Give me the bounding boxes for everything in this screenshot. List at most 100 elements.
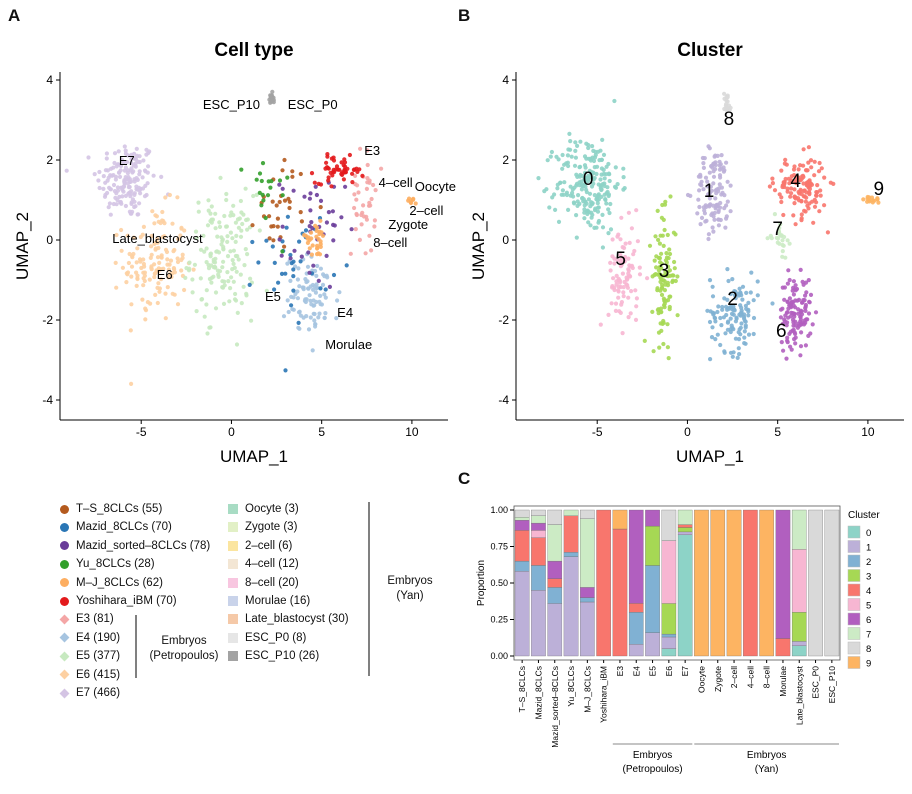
point-0 — [577, 165, 582, 170]
point-E6 — [153, 292, 158, 297]
point-Yoshihara_iBM — [329, 156, 334, 161]
point-2 — [746, 309, 751, 314]
bar-segment-9 — [710, 509, 726, 657]
point-3 — [659, 251, 664, 256]
point-E5 — [225, 234, 230, 239]
point-E7 — [115, 185, 120, 190]
point-2 — [732, 289, 737, 294]
legend-swatch — [228, 577, 238, 588]
point-Mazid_sorted–8CLCs — [291, 188, 296, 193]
point-E7 — [129, 156, 134, 161]
point-E5 — [202, 249, 207, 254]
point-3 — [657, 345, 662, 350]
point-0 — [562, 180, 567, 185]
point-T–S_8CLCs — [270, 199, 275, 204]
point-0 — [595, 201, 600, 206]
bar-segment-0 — [791, 645, 807, 657]
point-Mazid_sorted–8CLCs — [277, 237, 282, 242]
point-E5 — [231, 213, 236, 218]
legend-label: E5 (377) — [76, 650, 121, 663]
legend-swatch — [60, 578, 69, 588]
point-0 — [585, 211, 590, 217]
point-4 — [799, 212, 804, 217]
point-E6 — [157, 289, 162, 294]
point-E4 — [312, 311, 317, 317]
x-tick-label: Mazid_8CLCs — [533, 666, 543, 719]
point-6 — [780, 306, 785, 311]
point-E7 — [137, 159, 142, 165]
point-1 — [724, 160, 729, 165]
point-E6 — [114, 285, 119, 290]
point-5 — [618, 253, 623, 258]
point-0 — [600, 137, 605, 142]
point-Yoshihara_iBM — [350, 171, 355, 176]
y-axis-label: Proportion — [476, 560, 487, 606]
point-E5 — [217, 224, 223, 229]
point-M–J_8CLCs — [308, 230, 314, 235]
legend-swatch — [228, 651, 238, 662]
legend-label: 8–cell (20) — [245, 576, 299, 589]
point-4 — [807, 190, 812, 196]
point-2 — [731, 312, 736, 317]
point-E6 — [131, 251, 136, 257]
point-E5 — [237, 216, 242, 221]
point-E7 — [151, 173, 156, 178]
point-Yoshihara_iBM — [309, 171, 315, 176]
point-Oocyte — [413, 201, 418, 206]
point-6 — [798, 267, 803, 272]
point-0 — [559, 192, 564, 197]
bar-segment-4 — [677, 524, 693, 528]
point-1 — [707, 196, 712, 201]
point-2 — [739, 321, 744, 326]
point-6 — [791, 279, 796, 284]
point-E6 — [137, 257, 143, 262]
point-E4 — [318, 293, 323, 298]
point-6 — [791, 303, 796, 308]
cluster-label: Late_blastocyst — [112, 231, 203, 246]
point-1 — [703, 175, 709, 180]
point-E7 — [101, 186, 106, 191]
point-3 — [667, 294, 672, 299]
point-7 — [785, 238, 790, 243]
point-2 — [728, 329, 733, 335]
point-5 — [617, 278, 623, 283]
point-5 — [613, 308, 618, 313]
bar-segment-1 — [580, 601, 595, 657]
legend-swatch — [847, 612, 861, 626]
point-1 — [703, 219, 708, 224]
point-E4 — [311, 298, 316, 303]
point-Mazid_sorted–8CLCs — [308, 191, 313, 196]
point-E5 — [235, 310, 240, 315]
point-E3 — [348, 251, 353, 256]
point-1 — [707, 191, 712, 196]
point-3 — [659, 215, 664, 220]
point-E6 — [129, 274, 134, 279]
point-6 — [789, 299, 795, 304]
point-4 — [799, 198, 804, 204]
point-6 — [803, 280, 809, 285]
point-1 — [714, 187, 720, 192]
point-1 — [700, 155, 705, 161]
point-4 — [788, 194, 793, 199]
point-5 — [629, 289, 634, 294]
point-Mazid_8CLCs — [264, 238, 269, 243]
point-2 — [755, 293, 760, 298]
point-M–J_8CLCs — [309, 236, 314, 241]
point-0 — [606, 231, 611, 236]
point-E4 — [311, 287, 316, 292]
point-Mazid_sorted–8CLCs — [343, 184, 348, 189]
point-8 — [725, 106, 730, 111]
point-E3 — [354, 197, 359, 202]
point-0 — [574, 235, 579, 240]
point-M–J_8CLCs — [315, 252, 320, 257]
point-3 — [672, 266, 677, 271]
point-E6 — [156, 219, 161, 224]
point-1 — [702, 208, 707, 213]
point-E4 — [303, 297, 308, 302]
point-E5 — [190, 290, 195, 295]
point-2 — [723, 331, 728, 336]
point-E7 — [120, 185, 125, 190]
point-E4 — [286, 309, 291, 315]
point-E4 — [308, 298, 313, 303]
point-6 — [803, 302, 808, 308]
